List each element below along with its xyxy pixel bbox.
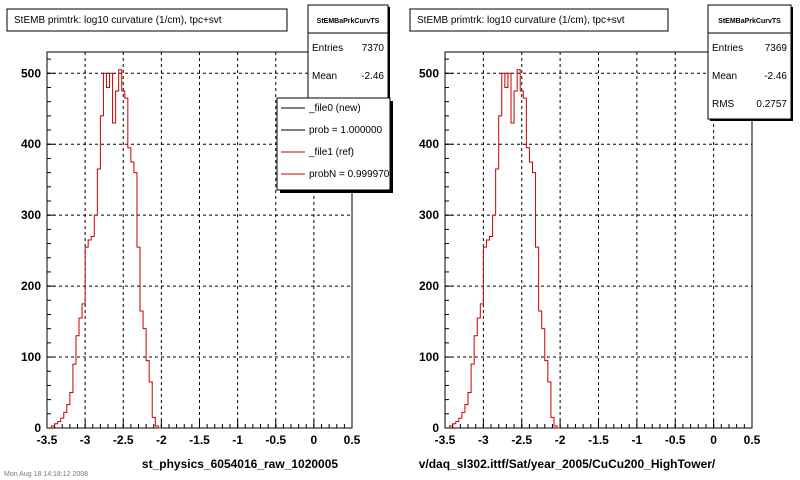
- stats-row-label: RMS: [712, 99, 735, 110]
- y-tick-label: 300: [419, 208, 439, 222]
- y-tick-label: 0: [432, 421, 439, 435]
- legend: _file0 (new) prob = 1.000000 _file1 (ref) p…: [281, 103, 390, 180]
- x-tick-label: -1.5: [588, 433, 609, 447]
- legend-entry: probN = 0.999970: [309, 169, 390, 180]
- stats-row-label: Entries: [312, 43, 343, 54]
- x-tick-label: -3.5: [37, 433, 58, 447]
- x-tick-label: -1: [232, 433, 243, 447]
- stats-row-value: 7369: [765, 43, 788, 54]
- legend-entry: prob = 1.000000: [309, 125, 383, 136]
- y-tick-label: 400: [21, 137, 41, 151]
- y-tick-label: 200: [21, 279, 41, 293]
- stats-box: [307, 4, 389, 116]
- title-box: [409, 8, 669, 32]
- stats-row-label: Mean: [312, 71, 337, 82]
- legend-box: [276, 97, 391, 191]
- stats-row-value: 7370: [362, 43, 385, 54]
- chart-title: StEMB primtrk: log10 curvature (1/cm), t…: [417, 15, 625, 26]
- legend-entry: _file0 (new): [308, 103, 361, 114]
- x-tick-label: -0.5: [665, 433, 686, 447]
- x-tick-label: -2: [156, 433, 167, 447]
- histogram-pad-2: -3.5 -3 -2.5 -2 -1.5 -1 -0.5 0 0.5 0 100 200 300 400 5…: [409, 4, 793, 471]
- y-tick-label: 0: [34, 421, 41, 435]
- x-tick-label: -3: [80, 433, 91, 447]
- stats-box-name: StEMBaPrkCurvTS: [317, 18, 380, 25]
- stats-row-value: -2.46: [361, 71, 384, 82]
- x-tick-label: 0.5: [744, 433, 761, 447]
- y-tick-label: 100: [419, 350, 439, 364]
- chart-title: StEMB primtrk: log10 curvature (1/cm), t…: [14, 15, 222, 26]
- stats-box: [707, 4, 792, 120]
- x-tick-label: -1: [632, 433, 643, 447]
- y-tick-label: 300: [21, 208, 41, 222]
- histogram-pad-1: -3.5 -3 -2.5 -2 -1.5 -1 -0.5 0 0.5 0 100 200 300 400 5…: [6, 4, 393, 471]
- x-tick-label: -3: [478, 433, 489, 447]
- x-axis-title: st_physics_6054016_raw_1020005: [142, 457, 338, 471]
- y-tick-label: 200: [419, 279, 439, 293]
- stats-row-value: -2.46: [764, 71, 787, 82]
- stats-row-label: Mean: [712, 71, 737, 82]
- x-tick-label: -3.5: [435, 433, 456, 447]
- y-tick-label: 400: [419, 137, 439, 151]
- footer-timestamp: Mon Aug 18 14:18:12 2008: [4, 471, 88, 478]
- x-tick-label: -2.5: [511, 433, 532, 447]
- stats-row-label: Entries: [712, 43, 743, 54]
- histogram-series: [51, 69, 162, 429]
- y-tick-label: 100: [21, 350, 41, 364]
- histogram-series: [449, 69, 561, 429]
- x-tick-label: -2.5: [113, 433, 134, 447]
- x-tick-label: -0.5: [265, 433, 286, 447]
- title-box: [6, 8, 288, 32]
- x-tick-label: 0.5: [344, 433, 361, 447]
- x-tick-label: -1.5: [189, 433, 210, 447]
- stats-row-value: 0.2757: [756, 99, 787, 110]
- x-tick-label: 0: [311, 433, 318, 447]
- x-axis-title: v/daq_sl302.ittf/Sat/year_2005/CuCu200_H…: [419, 457, 716, 471]
- stats-box-name: StEMBaPrkCurvTS: [718, 18, 781, 25]
- x-tick-label: -2: [555, 433, 566, 447]
- x-tick-label: 0: [710, 433, 717, 447]
- legend-entry: _file1 (ref): [308, 147, 354, 158]
- y-tick-label: 500: [419, 66, 439, 80]
- y-tick-label: 500: [21, 66, 41, 80]
